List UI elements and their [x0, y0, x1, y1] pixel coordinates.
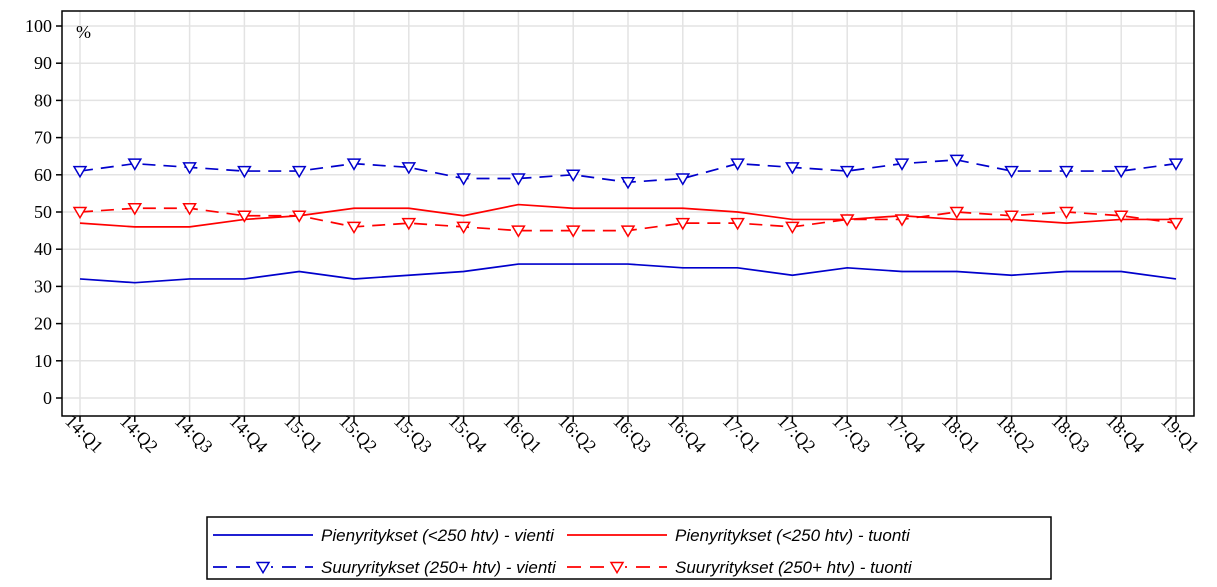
series-line [79, 203, 1176, 228]
y-tick-label: 20 [34, 314, 52, 334]
data-point-marker [237, 210, 252, 223]
x-tick-label: 18:Q4 [1102, 411, 1148, 457]
y-tick-label: 70 [34, 128, 52, 148]
legend-item: Pienyritykset (<250 htv) - tuonti [567, 526, 911, 545]
axes: 0 10 20 30 40 50 60 70 80 90 100 14:Q1 14:Q2 14:Q3 14:… [25, 16, 1203, 457]
y-tick-label: 40 [34, 239, 52, 259]
x-tick-label: 15:Q3 [390, 411, 436, 457]
legend: Pienyritykset (<250 htv) - vienti Pienyri… [206, 516, 1052, 580]
data-point-marker [291, 165, 307, 179]
data-point-marker [620, 176, 636, 190]
data-point-marker [1168, 217, 1184, 231]
legend-item: Pienyritykset (<250 htv) - vienti [213, 526, 555, 545]
series-line [79, 263, 1177, 284]
x-tick-label: 17:Q2 [774, 411, 820, 457]
data-point-marker [894, 158, 910, 171]
data-point-marker [346, 221, 362, 235]
data-point-marker [291, 210, 307, 223]
x-tick-label: 15:Q4 [445, 411, 491, 457]
data-point-marker [839, 214, 855, 227]
data-point-marker [1059, 165, 1074, 179]
data-point-marker [785, 162, 800, 175]
x-tick-label: 14:Q4 [226, 411, 272, 457]
data-point-marker [839, 165, 855, 179]
legend-label: Pienyritykset (<250 htv) - vienti [321, 526, 555, 545]
x-tick-label: 19:Q1 [1157, 411, 1203, 457]
y-tick-label: 60 [34, 165, 52, 185]
x-tick-label: 18:Q1 [938, 411, 984, 457]
legend-item: Suuryritykset (250+ htv) - tuonti [567, 558, 913, 577]
legend-box [206, 516, 1052, 580]
x-tick-label: 16:Q1 [500, 411, 546, 457]
data-point-marker [565, 225, 581, 238]
legend-swatch-marker [609, 561, 625, 575]
data-point-marker [237, 165, 252, 179]
data-point-marker [565, 169, 581, 182]
data-point-marker [72, 165, 88, 179]
y-tick-label: 10 [34, 351, 52, 371]
data-point-marker [730, 217, 745, 231]
data-point-marker [1004, 210, 1019, 223]
x-tick-label: 14:Q3 [171, 411, 217, 457]
legend-label: Suuryritykset (250+ htv) - vienti [321, 558, 557, 577]
data-point-marker [785, 221, 800, 235]
data-point-marker [72, 206, 88, 220]
x-tick-label: 17:Q1 [719, 411, 765, 457]
legend-swatch-marker [255, 561, 271, 575]
y-axis-unit-label: % [76, 22, 91, 42]
y-tick-label: 30 [34, 276, 52, 296]
data-point-marker [127, 203, 143, 216]
data-point-marker [182, 203, 197, 216]
data-point-marker [456, 173, 471, 186]
legend-label: Suuryritykset (250+ htv) - tuonti [675, 558, 913, 577]
data-point-marker [1168, 158, 1184, 171]
series-4 [72, 203, 1184, 238]
data-point-marker [182, 162, 197, 175]
data-point-marker [401, 217, 417, 231]
x-tick-label: 17:Q4 [883, 411, 929, 457]
series-2 [79, 203, 1176, 228]
series-3 [72, 154, 1184, 190]
data-point-marker [949, 206, 965, 220]
data-point-marker [346, 158, 362, 171]
data-point-marker [1113, 165, 1129, 179]
x-tick-label: 15:Q1 [280, 411, 326, 457]
y-tick-label: 50 [34, 202, 52, 222]
data-point-marker [127, 158, 143, 171]
y-tick-label: 100 [25, 16, 52, 36]
series-1 [79, 263, 1177, 284]
data-point-marker [949, 154, 965, 168]
data-point-marker [620, 225, 636, 238]
data-point-marker [730, 158, 745, 171]
legend-label: Pienyritykset (<250 htv) - tuonti [675, 526, 911, 545]
data-point-marker [1059, 206, 1074, 220]
data-point-marker [456, 221, 471, 235]
series-layer [72, 154, 1184, 284]
data-point-marker [675, 217, 691, 231]
y-tick-label: 80 [34, 90, 52, 110]
data-point-marker [894, 214, 910, 227]
data-point-marker [511, 225, 526, 238]
x-tick-label: 14:Q2 [116, 411, 162, 457]
data-point-marker [1004, 165, 1019, 179]
legend-item: Suuryritykset (250+ htv) - vienti [213, 558, 557, 577]
y-tick-label: 0 [43, 388, 52, 408]
x-tick-label: 18:Q2 [993, 411, 1039, 457]
data-point-marker [511, 173, 526, 186]
x-tick-label: 15:Q2 [335, 411, 381, 457]
data-point-marker [1113, 210, 1129, 223]
x-tick-label: 14:Q1 [61, 411, 107, 457]
y-tick-label: 90 [34, 53, 52, 73]
x-tick-label: 17:Q3 [828, 411, 874, 457]
data-point-marker [401, 162, 417, 175]
data-point-marker [675, 173, 691, 186]
x-tick-label: 18:Q3 [1048, 411, 1094, 457]
x-tick-label: 16:Q3 [609, 411, 655, 457]
x-tick-label: 16:Q2 [554, 411, 600, 457]
x-tick-label: 16:Q4 [664, 411, 710, 457]
